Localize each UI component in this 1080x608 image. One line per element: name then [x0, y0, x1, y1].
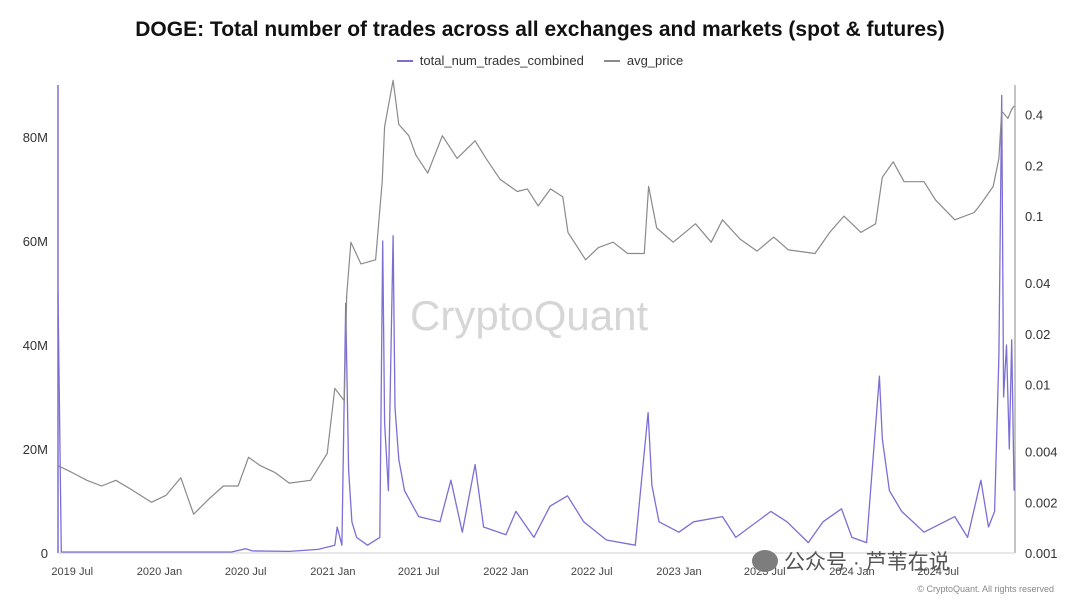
x-tick-label: 2021 Jan [310, 566, 355, 578]
legend-label-trades: total_num_trades_combined [419, 53, 584, 68]
y-right-tick-label: 0.04 [1025, 276, 1050, 291]
x-tick-label: 2023 Jul [744, 566, 786, 578]
legend-swatch-trades [396, 59, 413, 62]
legend-swatch-price [603, 59, 620, 62]
x-tick-label: 2020 Jan [137, 566, 182, 578]
legend-item-price[interactable]: avg_price [603, 53, 684, 68]
x-tick-label: 2024 Jan [829, 566, 874, 578]
cryptoquant-watermark: CryptoQuant [410, 292, 649, 339]
y-left-tick-label: 0 [41, 546, 48, 561]
copyright-notice: © CryptoQuant. All rights reserved [917, 584, 1054, 594]
legend-label-price: avg_price [626, 53, 684, 68]
x-tick-label: 2021 Jul [398, 566, 440, 578]
series-line-total-num-trades-combined [57, 94, 1015, 553]
x-tick-label: 2023 Jan [656, 566, 701, 578]
chart-title: DOGE: Total number of trades across all … [135, 18, 945, 41]
y-right-tick-label: 0.02 [1025, 327, 1050, 342]
y-left-tick-label: 60M [23, 234, 48, 249]
y-right-tick-label: 0.002 [1025, 495, 1058, 510]
wechat-icon [752, 550, 778, 572]
y-right-tick-label: 0.004 [1025, 445, 1058, 460]
chart-legend: total_num_trades_combined avg_price [0, 53, 1080, 68]
y-left-tick-label: 40M [23, 338, 48, 353]
y-right-tick-label: 0.001 [1025, 546, 1058, 561]
x-tick-label: 2019 Jul [51, 566, 93, 578]
series-line-avg-price [57, 79, 1015, 515]
wechat-label: 公众号 · 芦苇在说 [784, 551, 950, 574]
x-tick-label: 2020 Jul [225, 566, 267, 578]
x-tick-label: 2022 Jan [483, 566, 528, 578]
y-right-tick-label: 0.1 [1025, 209, 1043, 224]
x-tick-label: 2024 Jul [917, 566, 959, 578]
y-left-tick-label: 20M [23, 442, 48, 457]
y-right-tick-label: 0.01 [1025, 378, 1050, 393]
legend-item-trades[interactable]: total_num_trades_combined [396, 53, 584, 68]
x-tick-label: 2022 Jul [571, 566, 613, 578]
wechat-badge: 公众号 · 芦苇在说 [752, 546, 950, 576]
y-right-tick-label: 0.4 [1025, 108, 1043, 123]
y-left-tick-label: 80M [23, 130, 48, 145]
y-right-tick-label: 0.2 [1025, 158, 1043, 173]
